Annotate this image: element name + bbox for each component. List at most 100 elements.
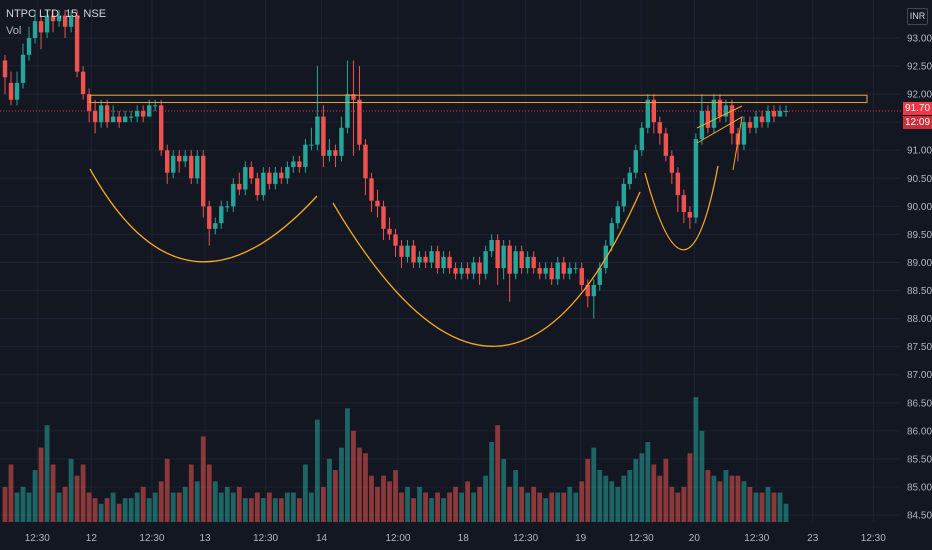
candle-body [68,15,74,27]
volume-bar [327,458,332,522]
candle-body [663,133,669,156]
candle-body [495,240,500,269]
candle-body [339,127,344,156]
time-tick-label: 12:00 [385,533,410,544]
volume-bar [567,486,573,522]
candle-body [369,178,374,201]
candle-body [74,15,80,72]
volume-bar [711,475,717,522]
volume-bar [170,492,176,522]
candle-body [555,262,560,280]
candle-body [225,206,230,208]
candle-body [651,99,657,123]
candle-body [207,206,212,229]
volume-bar [507,486,513,522]
volume-bar [20,486,26,522]
candle-body [519,251,524,269]
volume-bar [194,481,200,522]
candle-body [110,116,116,123]
candle-body [537,268,542,274]
volume-bar [555,492,561,522]
candle-body [261,172,266,196]
candle-body [92,110,98,123]
volume-bar [549,492,555,522]
time-tick-label: 12 [86,533,98,544]
volume-bar [333,470,338,522]
volume-bar [68,458,74,522]
volume-bar [369,475,374,522]
right-shoulder-curve [644,165,719,251]
volume-bar [116,503,122,522]
candle-body [86,94,92,111]
candle-body [699,110,705,140]
candle-body [771,110,777,117]
time-axis[interactable]: 12:30 12 12:30 13 12:30 14 12:00 18 12:30 19 12:30… [25,533,886,544]
candle-body [681,195,687,212]
price-tick-label: 92.00 [907,90,932,101]
volume-bar [98,503,104,522]
candle-body [621,183,626,207]
time-tick-label: 23 [807,533,819,544]
volume-bar [753,492,759,522]
candle-body [747,122,753,128]
volume-bar [603,475,609,522]
volume-bar [56,492,62,522]
candle-body [567,268,572,274]
resistance-band [89,94,868,104]
candle-body [116,116,122,123]
volume-bar [218,492,224,522]
volume-bar [284,492,290,522]
candle-body [152,105,158,107]
time-tick-label: 12:30 [629,533,654,544]
currency-badge[interactable]: INR [907,8,928,25]
candle-body [273,172,278,184]
volume-bar [495,425,501,522]
candle-body [38,21,44,33]
volume-bar [86,492,92,522]
price-tick-label: 89.00 [907,258,932,269]
volume-bar [26,492,32,522]
candle-body [633,150,639,173]
volume-bar [308,492,314,522]
volume-bar [501,458,507,522]
volume-bar [489,442,495,522]
volume-bar [717,481,723,522]
volume-bar [188,464,194,522]
volume-bar [723,470,729,522]
candle-body [189,155,194,179]
price-tick-label: 91.00 [907,146,932,157]
volume-bar [224,486,230,522]
candle-body [32,21,38,38]
candle-body [291,161,296,168]
volume-bar [405,486,410,522]
price-tick-label: 92.50 [907,62,932,73]
candle-body [573,268,578,270]
volume-bar [164,458,170,522]
volume-bar [579,481,585,522]
volume-bar [621,475,627,522]
volume-bar [519,486,525,522]
candle-body [501,245,506,269]
candle-body [285,167,290,179]
price-tick-label: 85.00 [907,482,932,493]
candle-body [657,122,663,134]
volume-bar [759,492,765,522]
volume-bar [429,498,434,522]
candle-body [231,183,236,207]
price-tick-label: 90.00 [907,202,932,213]
candle-body [14,82,20,100]
left-shoulder-curve [89,168,318,263]
volume-bar [230,492,236,522]
candle-body [585,284,590,297]
candle-body [333,150,338,156]
head-curve [332,191,641,347]
candle-body [693,139,699,218]
candle-body [477,262,482,274]
volume-bar [729,475,735,522]
volume-bar [375,486,380,522]
candle-body [171,155,176,173]
volume-bar [651,464,657,522]
candle-body [729,105,735,134]
candles [2,9,789,319]
